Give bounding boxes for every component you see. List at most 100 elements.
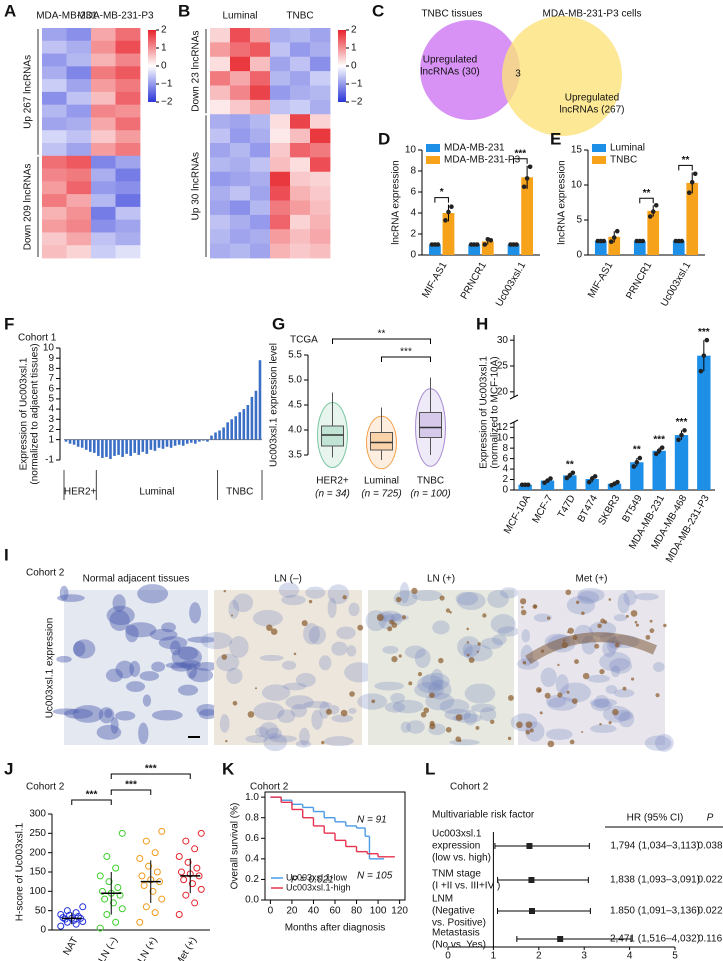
x-tick-label: 60 [329,906,341,917]
x-tick-label: HER2+ [316,476,349,487]
tissue-blob [470,703,496,713]
y-tick-label: 9 [48,353,54,364]
point [116,891,124,899]
tissue-blob [392,699,424,714]
heatmap-cell [290,186,311,201]
heatmap-cell [250,56,271,72]
heatmap-cell [210,114,231,130]
stain-dot [522,661,527,665]
tissue-blob [399,582,410,604]
tissue-blob [487,589,509,608]
heatmap-cell [115,168,141,182]
stain-dot [635,623,639,627]
heatmap-cell [310,229,331,245]
heatmap-cell [210,28,231,43]
heatmap-cell [250,214,271,230]
tissue-blob [406,720,425,734]
tissue-blob [126,681,146,692]
heatmap-cell [270,186,291,201]
y-tick-label: 12 [497,422,509,433]
tissue-blob [384,702,406,713]
tissue-blob [653,661,665,673]
y-tick-label: 0.0 [245,895,259,906]
stain-dot [566,690,570,694]
hr-label: 2,471 (1,516–4,032) [610,934,700,945]
point [57,911,65,919]
heatmap-cell [66,40,92,54]
significance: * [440,187,444,198]
point [564,475,570,481]
point [175,911,183,919]
bar [117,439,120,455]
stain-dot [557,663,560,667]
x-tick-label: 3 [581,951,587,961]
point [567,473,573,478]
stain-dot [525,721,533,729]
heatmap-cell [210,243,231,259]
tissue-blob [566,595,596,615]
point [514,242,519,247]
heatmap-cell [91,206,116,221]
stain-dot [466,627,470,631]
set-label: lncRNAs (30) [420,67,479,78]
heatmap-cell [250,128,271,144]
tissue-blob [278,582,300,598]
point [191,899,199,907]
hr-label: 1,794 (1,034–3,113) [610,841,699,852]
heatmap-cell [290,114,311,130]
y-tick-label: 4 [502,464,508,475]
y-tick-label: 0 [502,485,508,496]
set-name: TNBC tissues [421,9,482,20]
histology-image [510,587,674,752]
heatmap-cell [42,79,67,93]
hr-point [528,877,535,883]
y-axis-label: (normalized to MCF-10A) [490,356,501,468]
stain-dot [232,700,238,706]
tissue-blob [138,722,149,745]
tissue-blob [547,696,578,711]
point [527,164,533,170]
heatmap-cell [290,56,311,72]
y-tick-label: 1 [48,434,54,445]
x-tick-label: 80 [351,906,363,917]
tissue-blob [327,584,350,605]
stain-dot [266,624,273,631]
heatmap-cell [270,71,291,86]
y-tick-label: 1.0 [245,792,259,803]
y-tick-label: 100 [29,886,46,897]
tissue-blob [318,655,332,671]
tissue-blob [125,622,157,638]
stain-dot [630,610,638,617]
point [548,476,553,481]
tissue-blob [161,622,176,633]
stain-dot [600,618,606,624]
colorbar-label: −2 [351,97,363,108]
stain-dot [401,615,407,620]
tissue-blob [305,586,326,599]
stain-dot [612,708,619,716]
stain-dot [599,668,605,675]
y-tick-label: 0.8 [245,812,259,823]
heatmap-cell [290,243,311,259]
axis-break [509,419,519,425]
x-tick-label: Uc003xsl.1 [494,260,528,309]
bar [153,439,157,451]
tissue-blob [295,672,316,688]
subtitle: Cohort 2 [26,568,65,579]
heatmap-cell [42,143,67,157]
stain-dot [420,711,427,718]
tissue-blob [455,591,479,606]
heatmap-cell [230,243,251,259]
tissue-blob [170,662,193,672]
row-group-label: Down 23 lncRNAs [191,31,202,112]
significance: *** [86,790,98,801]
heatmap-cell [290,200,311,216]
stain-dot [376,614,384,622]
x-tick-label: 4 [627,951,633,961]
bar [608,236,621,255]
stain-dot [349,691,355,697]
heatmap-cell [270,157,291,173]
tissue-blob [106,605,135,626]
y-tick-label: 0.2 [245,874,259,885]
tissue-blob [290,703,307,718]
